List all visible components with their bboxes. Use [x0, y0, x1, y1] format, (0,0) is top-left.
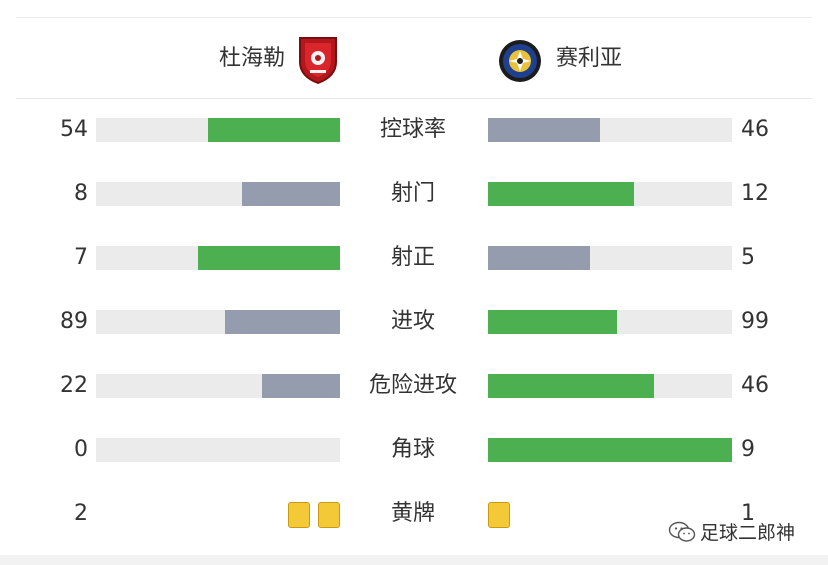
- stat-label: 射正: [390, 245, 435, 270]
- home-stat-bar-fill: [198, 246, 340, 270]
- header-divider: [16, 98, 812, 99]
- stat-row: 0 角球 9: [0, 430, 828, 470]
- watermark: 足球二郎神: [668, 518, 795, 545]
- yellow-card-icon: [318, 502, 340, 528]
- stat-label: 射门: [390, 181, 435, 206]
- home-stat-bar: [96, 118, 340, 142]
- away-stat-bar-fill: [488, 118, 601, 142]
- duhail-club-crest-icon: [299, 37, 337, 84]
- away-stat-value: 46: [741, 373, 769, 398]
- home-stat-bar: [96, 182, 340, 206]
- home-team-name: 杜海勒: [218, 46, 285, 71]
- away-stat-value: 99: [741, 309, 769, 334]
- away-stat-bar: [488, 118, 732, 142]
- home-stat-value: 22: [60, 373, 88, 398]
- yellow-cards-label: 黄牌: [390, 501, 435, 526]
- stat-row: 7 射正 5: [0, 238, 828, 278]
- away-team-name: 赛利亚: [556, 46, 623, 71]
- home-stat-bar: [96, 438, 340, 462]
- wechat-icon: [668, 521, 696, 542]
- home-yellow-cards: [288, 502, 340, 528]
- sailiya-club-crest-icon: [499, 40, 541, 82]
- stat-label: 控球率: [379, 117, 446, 142]
- top-divider: [16, 17, 812, 18]
- home-stat-bar-fill: [208, 118, 340, 142]
- stat-label: 进攻: [390, 309, 435, 334]
- stat-label: 角球: [390, 437, 435, 462]
- bottom-bar: [0, 555, 828, 565]
- away-stat-bar-fill: [488, 182, 635, 206]
- home-stat-value: 89: [60, 309, 88, 334]
- home-stat-bar-fill: [225, 310, 340, 334]
- away-stat-value: 5: [741, 245, 755, 270]
- yellow-card-icon: [488, 502, 510, 528]
- stat-label: 危险进攻: [368, 373, 457, 398]
- home-stat-bar: [96, 246, 340, 270]
- stat-row: 54 控球率 46: [0, 110, 828, 150]
- away-stat-bar: [488, 374, 732, 398]
- away-stat-value: 46: [741, 117, 769, 142]
- away-stat-value: 9: [741, 437, 755, 462]
- home-stat-value: 8: [74, 181, 88, 206]
- away-stat-bar: [488, 438, 732, 462]
- away-yellow-cards: [488, 502, 510, 528]
- away-stat-bar-fill: [488, 374, 654, 398]
- watermark-text: 足球二郎神: [700, 522, 796, 544]
- yellow-card-icon: [288, 502, 310, 528]
- home-stat-value: 7: [74, 245, 88, 270]
- stat-row: 8 射门 12: [0, 174, 828, 214]
- away-yellow-cards-value: 1: [741, 501, 755, 526]
- home-yellow-cards-value: 2: [74, 501, 88, 526]
- away-stat-bar: [488, 310, 732, 334]
- away-stat-value: 12: [741, 181, 769, 206]
- away-stat-bar-fill: [488, 246, 591, 270]
- away-stat-bar-fill: [488, 438, 732, 462]
- away-stat-bar: [488, 246, 732, 270]
- stat-row: 89 进攻 99: [0, 302, 828, 342]
- home-stat-bar: [96, 374, 340, 398]
- yellow-cards-row: 2 黄牌 1: [0, 494, 828, 534]
- away-stat-bar: [488, 182, 732, 206]
- home-stat-value: 54: [60, 117, 88, 142]
- home-stat-bar: [96, 310, 340, 334]
- away-stat-bar-fill: [488, 310, 618, 334]
- home-stat-value: 0: [74, 437, 88, 462]
- home-stat-bar-fill: [261, 374, 340, 398]
- home-stat-bar-fill: [242, 182, 340, 206]
- match-header: 杜海勒 赛利亚: [0, 30, 828, 90]
- stat-row: 22 危险进攻 46: [0, 366, 828, 406]
